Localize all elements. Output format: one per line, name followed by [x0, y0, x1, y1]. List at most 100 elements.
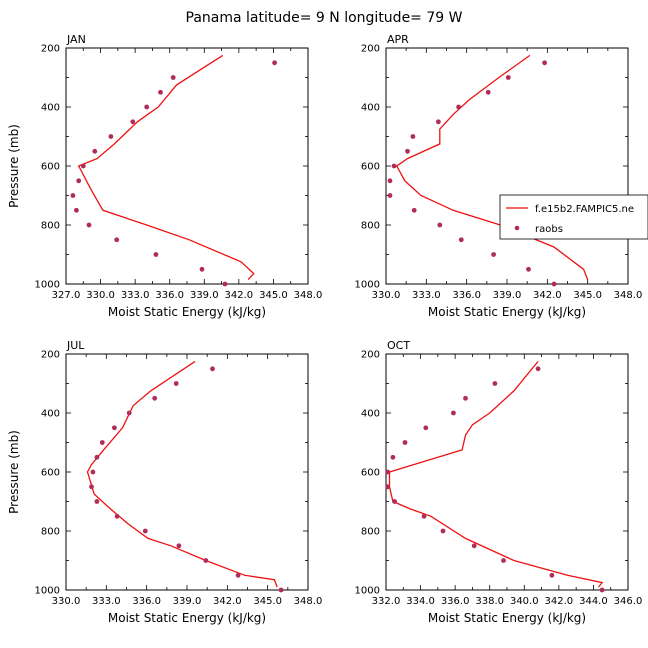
obs-point	[505, 75, 511, 80]
panel-label: JAN	[66, 33, 86, 46]
obs-point	[463, 395, 468, 401]
y-tick-label: 800	[361, 527, 380, 538]
y-tick-label: 600	[41, 468, 60, 479]
x-tick-label: 346.0	[614, 596, 643, 607]
x-tick-label: 333.0	[412, 290, 441, 301]
obs-point	[99, 440, 105, 445]
legend-obs-swatch	[514, 225, 520, 231]
x-tick-label: 348.0	[294, 290, 323, 301]
x-tick-label: 342.0	[225, 290, 254, 301]
legend-model-label: f.e15b2.FAMPIC5.ne	[535, 204, 634, 215]
model-line	[388, 360, 604, 588]
x-tick-label: 342.0	[533, 290, 562, 301]
x-tick-label: 336.0	[155, 290, 184, 301]
y-tick-label: 200	[41, 44, 60, 55]
x-tick-label: 339.0	[173, 596, 202, 607]
x-tick-label: 330.0	[52, 596, 81, 607]
obs-point	[89, 484, 94, 490]
obs-point	[114, 513, 120, 519]
x-tick-label: 336.0	[441, 596, 470, 607]
obs-point	[130, 119, 136, 125]
obs-point	[86, 222, 92, 228]
y-tick-label: 1000	[35, 280, 60, 291]
obs-point	[387, 193, 393, 198]
y-tick-label: 200	[361, 350, 380, 361]
y-tick-label: 1000	[355, 280, 380, 291]
x-tick-label: 336.0	[132, 596, 161, 607]
obs-point	[535, 366, 541, 372]
y-tick-label: 800	[41, 221, 60, 232]
legend: f.e15b2.FAMPIC5.ne raobs	[499, 194, 648, 240]
model-line	[86, 360, 278, 588]
obs-point	[153, 252, 159, 257]
obs-point	[391, 163, 397, 169]
y-tick-label: 400	[361, 409, 380, 420]
obs-point	[526, 266, 531, 272]
x-axis-label: Moist Static Energy (kJ/kg)	[108, 611, 266, 625]
legend-obs-label: raobs	[535, 224, 563, 235]
x-tick-label: 338.0	[475, 596, 504, 607]
y-tick-label: 400	[41, 103, 60, 114]
obs-point	[385, 469, 391, 475]
obs-point	[437, 222, 443, 228]
obs-point	[451, 410, 456, 416]
panel-label: JUL	[66, 339, 85, 352]
obs-point	[210, 366, 215, 372]
obs-point	[90, 469, 96, 475]
plot-frame	[65, 47, 309, 285]
obs-point	[126, 410, 132, 416]
obs-point	[80, 163, 86, 169]
panel-jan: JAN 327.0 330.0 333.0 336.0 339.0 342.0 345.0 34…	[7, 33, 322, 319]
obs-point	[142, 528, 148, 534]
obs-point	[410, 134, 416, 139]
x-tick-label: 348.0	[294, 596, 323, 607]
y-tick-label: 200	[361, 44, 380, 55]
y-tick-label: 600	[361, 162, 380, 173]
obs-point	[392, 499, 397, 504]
obs-point	[235, 572, 241, 578]
x-tick-label: 345.0	[259, 290, 288, 301]
obs-point	[199, 266, 205, 272]
x-tick-label: 333.0	[121, 290, 150, 301]
x-tick-label: 334.0	[406, 596, 435, 607]
panel-oct: OCT 332.0 334.0 336.0 338.0 340.0 342.0 344.0 34…	[355, 339, 643, 625]
x-tick-label: 332.0	[372, 596, 401, 607]
obs-point	[456, 104, 461, 110]
obs-point	[152, 395, 158, 401]
x-tick-label: 344.0	[579, 596, 608, 607]
y-tick-label: 1000	[355, 586, 380, 597]
obs-point	[76, 178, 82, 184]
panel-label: OCT	[387, 339, 410, 352]
obs-point	[599, 587, 605, 593]
y-tick-label: 800	[361, 221, 380, 232]
obs-point	[411, 207, 417, 213]
obs-point	[423, 425, 429, 431]
x-axis-label: Moist Static Energy (kJ/kg)	[428, 305, 586, 319]
obs-point	[74, 207, 79, 213]
y-axis-label: Pressure (mb)	[7, 430, 21, 514]
plot-frame	[385, 47, 629, 285]
obs-point	[114, 237, 120, 243]
x-tick-label: 339.0	[190, 290, 219, 301]
obs-point	[402, 440, 408, 445]
obs-point	[387, 178, 393, 184]
obs-point	[440, 528, 446, 534]
plot-frame	[385, 353, 629, 591]
x-tick-label: 327.0	[52, 290, 81, 301]
x-tick-label: 342.0	[213, 596, 242, 607]
x-tick-label: 339.0	[493, 290, 522, 301]
x-tick-label: 336.0	[452, 290, 481, 301]
legend-box	[499, 194, 648, 240]
obs-point	[390, 454, 396, 460]
obs-point	[436, 119, 441, 125]
panel-jul: JUL 330.0 333.0 336.0 339.0 342.0 345.0 348.0 20…	[7, 339, 322, 625]
y-tick-label: 200	[41, 350, 60, 361]
obs-point	[549, 572, 555, 578]
obs-point	[94, 454, 100, 460]
obs-point	[485, 89, 491, 95]
y-tick-label: 1000	[35, 586, 60, 597]
model-line	[395, 54, 589, 280]
obs-point	[471, 543, 477, 549]
x-tick-label: 345.0	[573, 290, 602, 301]
